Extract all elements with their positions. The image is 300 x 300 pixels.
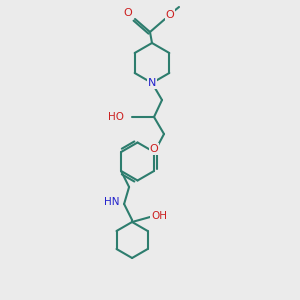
Text: HO: HO xyxy=(108,112,124,122)
Text: N: N xyxy=(148,78,156,88)
Text: O: O xyxy=(124,8,132,18)
Text: HN: HN xyxy=(103,197,119,207)
Text: O: O xyxy=(166,10,174,20)
Text: OH: OH xyxy=(151,211,167,221)
Text: O: O xyxy=(150,144,158,154)
